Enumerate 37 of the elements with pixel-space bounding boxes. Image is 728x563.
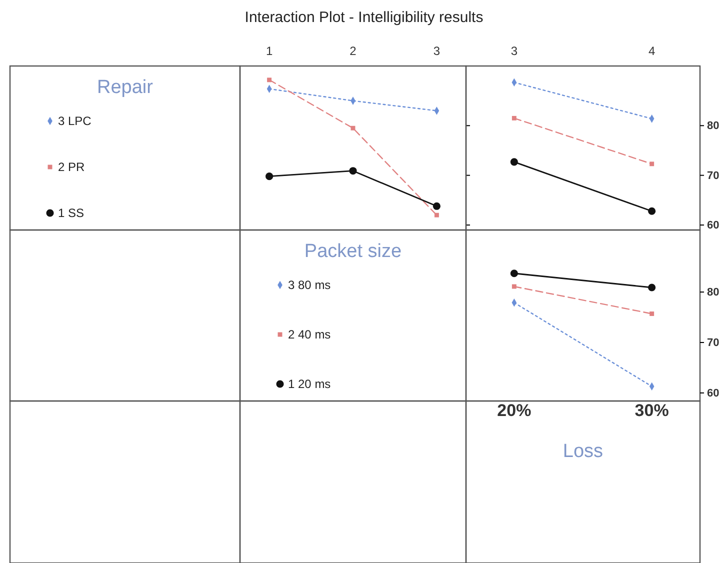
point [512, 284, 516, 289]
y-tick-label: 70 [707, 170, 720, 182]
legend-title: Packet size [304, 241, 402, 262]
y-tick-label: 60 [707, 220, 720, 232]
legend-title: Repair [97, 77, 154, 98]
point [512, 116, 516, 120]
legend-label: 2 40 ms [288, 328, 331, 342]
point [267, 78, 272, 82]
x-axis-title: Loss [562, 441, 604, 462]
x-tick-label: 1 [266, 44, 273, 58]
point [648, 207, 656, 215]
legend-label: 3 80 ms [288, 278, 331, 292]
x-tick-label: 2 [350, 44, 357, 58]
legend-label: 1 SS [58, 206, 84, 220]
legend-label: 1 20 ms [288, 377, 331, 391]
point [650, 312, 654, 316]
y-tick-label: 60 [707, 387, 720, 400]
point [266, 172, 274, 180]
point [650, 162, 654, 166]
chart-title: Interaction Plot - Intelligibility results [244, 9, 484, 26]
x-tick-label: 30% [634, 401, 669, 420]
point [434, 212, 439, 218]
legend-label: 3 LPC [58, 114, 92, 128]
x-tick-label: 20% [497, 401, 532, 420]
point [510, 270, 518, 278]
point [350, 126, 356, 130]
x-tick-label: 3 [510, 44, 518, 58]
point [648, 284, 656, 292]
point [432, 202, 440, 210]
y-tick-label: 80 [707, 286, 720, 299]
point [510, 158, 518, 166]
point [349, 167, 357, 175]
x-tick-label: 4 [648, 44, 656, 58]
y-tick-label: 80 [707, 120, 720, 132]
y-tick-label: 70 [707, 337, 720, 350]
legend-label: 2 PR [58, 160, 86, 174]
x-tick-label: 3 [433, 44, 440, 58]
